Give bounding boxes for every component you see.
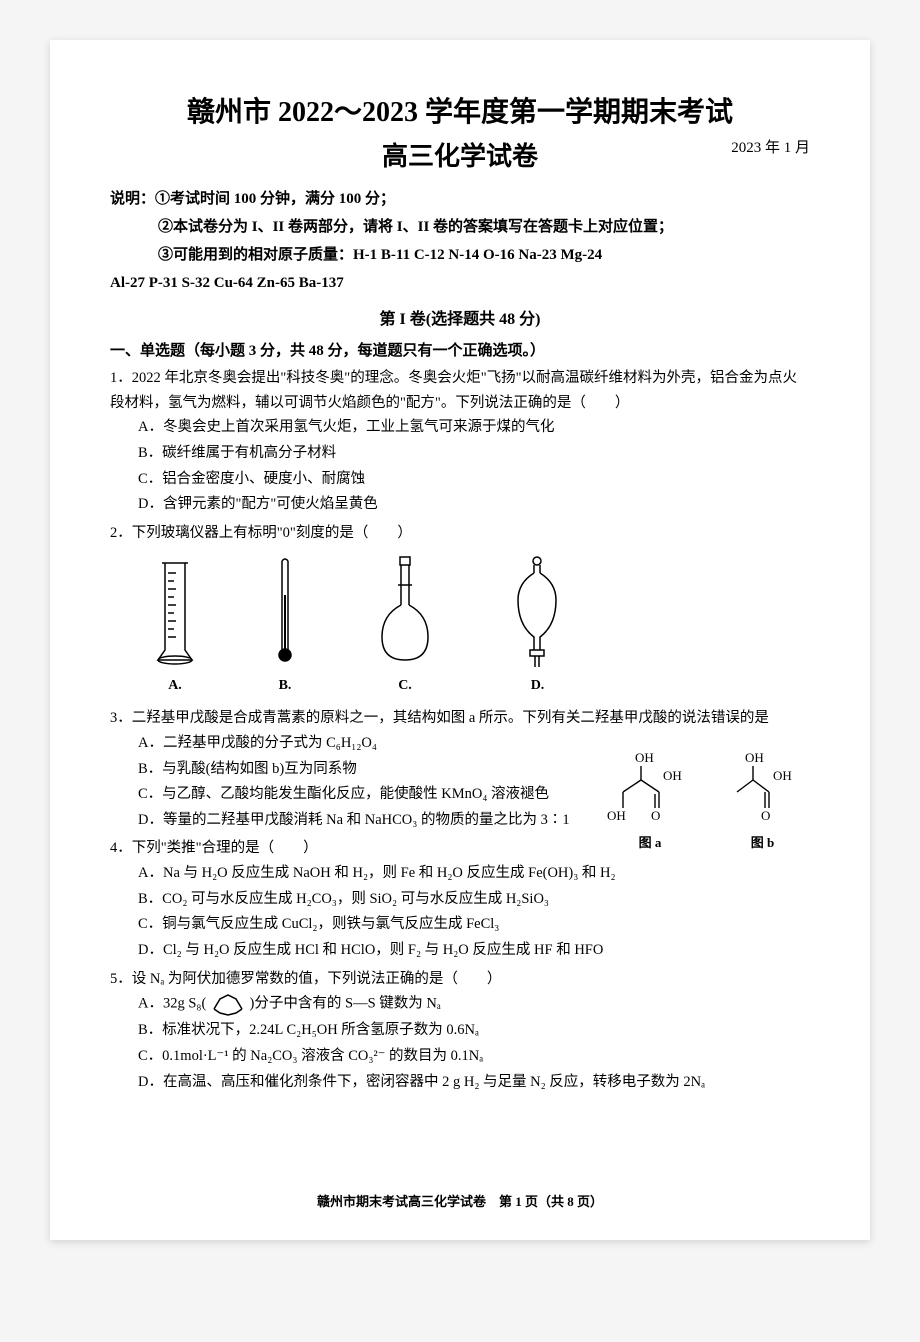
instruction-1: 说明：①考试时间 100 分钟，满分 100 分； (110, 187, 810, 211)
q2-stem: 2．下列玻璃仪器上有标明"0"刻度的是（ ） (110, 521, 810, 546)
q5-option-a: A．32g S₈( )分子中含有的 S—S 键数为 Nₐ (138, 991, 810, 1017)
title-sub-row: 高三化学试卷 2023 年 1 月 (110, 136, 810, 173)
instruction-2: ②本试卷分为 I、II 卷两部分，请将 I、II 卷的答案填写在答题卡上对应位置… (110, 215, 810, 239)
question-2: 2．下列玻璃仪器上有标明"0"刻度的是（ ） (110, 521, 810, 702)
section-1-header: 第 I 卷(选择题共 48 分) (110, 305, 810, 329)
svg-text:OH: OH (607, 808, 626, 823)
title-sub: 高三化学试卷 (382, 136, 538, 173)
atomic-masses-2: Al-27 P-31 S-32 Cu-64 Zn-65 Ba-137 (110, 271, 810, 295)
q4-option-b: B．CO₂ 可与水反应生成 H₂CO₃，则 SiO₂ 可与水反应生成 H₂SiO… (138, 887, 810, 912)
molecule-a: OH OH OH O 图 a (605, 750, 695, 851)
glass-c: C. (370, 555, 440, 698)
glass-c-label: C. (398, 678, 412, 693)
svg-text:O: O (651, 808, 660, 823)
molecule-b-label: 图 b (725, 832, 800, 851)
q5-a-suffix: )分子中含有的 S—S 键数为 Nₐ (250, 996, 441, 1012)
q4-option-c: C．铜与氯气反应生成 CuCl₂，则铁与氯气反应生成 FeCl₃ (138, 912, 810, 937)
page-footer: 赣州市期末考试高三化学试卷 第 1 页（共 8 页） (50, 1191, 870, 1210)
q1-option-a: A．冬奥会史上首次采用氢气火炬，工业上氢气可来源于煤的气化 (138, 415, 810, 440)
q4-option-a: A．Na 与 H₂O 反应生成 NaOH 和 H₂，则 Fe 和 H₂O 反应生… (138, 861, 810, 886)
q5-stem: 5．设 Nₐ 为阿伏加德罗常数的值，下列说法正确的是（ ） (110, 967, 810, 992)
molecule-a-label: 图 a (605, 832, 695, 851)
q1-stem: 1．2022 年北京冬奥会提出"科技冬奥"的理念。冬奥会火炬"飞扬"以耐高温碳纤… (110, 366, 810, 415)
title-main: 赣州市 2022～2023 学年度第一学期期末考试 (110, 90, 810, 130)
exam-page: 赣州市 2022～2023 学年度第一学期期末考试 高三化学试卷 2023 年 … (50, 40, 870, 1240)
svg-text:O: O (761, 808, 770, 823)
question-1: 1．2022 年北京冬奥会提出"科技冬奥"的理念。冬奥会火炬"飞扬"以耐高温碳纤… (110, 366, 810, 517)
q5-a-prefix: A．32g S₈( (138, 996, 206, 1012)
svg-text:OH: OH (745, 750, 764, 765)
thermometer-icon (270, 555, 300, 670)
q1-option-b: B．碳纤维属于有机高分子材料 (138, 441, 810, 466)
separating-funnel-icon (510, 555, 565, 670)
q5-option-c: C．0.1mol·L⁻¹ 的 Na₂CO₃ 溶液含 CO₃²⁻ 的数目为 0.1… (138, 1044, 810, 1069)
q3-option-c: C．与乙醇、乙酸均能发生酯化反应，能使酸性 KMnO₄ 溶液褪色 (138, 782, 590, 807)
q3-stem: 3．二羟基甲戊酸是合成青蒿素的原料之一，其结构如图 a 所示。下列有关二羟基甲戊… (110, 706, 810, 731)
glass-a-label: A. (168, 678, 182, 693)
q4-option-d: D．Cl₂ 与 H₂O 反应生成 HCl 和 HClO，则 F₂ 与 H₂O 反… (138, 938, 810, 963)
question-4: 4．下列"类推"合理的是（ ） A．Na 与 H₂O 反应生成 NaOH 和 H… (110, 836, 810, 962)
s8-ring-icon (210, 991, 246, 1017)
glass-d: D. (510, 555, 565, 698)
volumetric-flask-icon (370, 555, 440, 670)
glass-b-label: B. (279, 678, 292, 693)
instruction-3: ③可能用到的相对原子质量：H-1 B-11 C-12 N-14 O-16 Na-… (110, 243, 810, 267)
svg-text:OH: OH (663, 768, 682, 783)
molecule-figures: OH OH OH O 图 a OH (605, 750, 800, 851)
glass-b: B. (270, 555, 300, 698)
exam-date: 2023 年 1 月 (731, 136, 810, 157)
svg-text:OH: OH (635, 750, 654, 765)
subsection-1-header: 一、单选题（每小题 3 分，共 48 分，每道题只有一个正确选项。） (110, 339, 810, 360)
q5-option-d: D．在高温、高压和催化剂条件下，密闭容器中 2 g H₂ 与足量 N₂ 反应，转… (138, 1070, 810, 1095)
molecule-b: OH OH O 图 b (725, 750, 800, 851)
q3-option-b: B．与乳酸(结构如图 b)互为同系物 (138, 757, 590, 782)
q3-option-d: D．等量的二羟基甲戊酸消耗 Na 和 NaHCO₃ 的物质的量之比为 3∶1 (138, 808, 590, 833)
question-5: 5．设 Nₐ 为阿伏加德罗常数的值，下列说法正确的是（ ） A．32g S₈( … (110, 967, 810, 1095)
q1-option-d: D．含钾元素的"配方"可使火焰呈黄色 (138, 492, 810, 517)
graduated-cylinder-icon (150, 555, 200, 670)
q3-option-a: A．二羟基甲戊酸的分子式为 C₆H₁₂O₄ (138, 731, 590, 756)
q5-option-b: B．标准状况下，2.24L C₂H₅OH 所含氢原子数为 0.6Nₐ (138, 1018, 810, 1043)
glass-a: A. (150, 555, 200, 698)
glassware-row: A. B. (110, 545, 810, 702)
molecule-b-icon: OH OH O (725, 750, 800, 828)
svg-text:OH: OH (773, 768, 792, 783)
molecule-a-icon: OH OH OH O (605, 750, 695, 828)
glass-d-label: D. (531, 678, 545, 693)
q1-option-c: C．铝合金密度小、硬度小、耐腐蚀 (138, 467, 810, 492)
